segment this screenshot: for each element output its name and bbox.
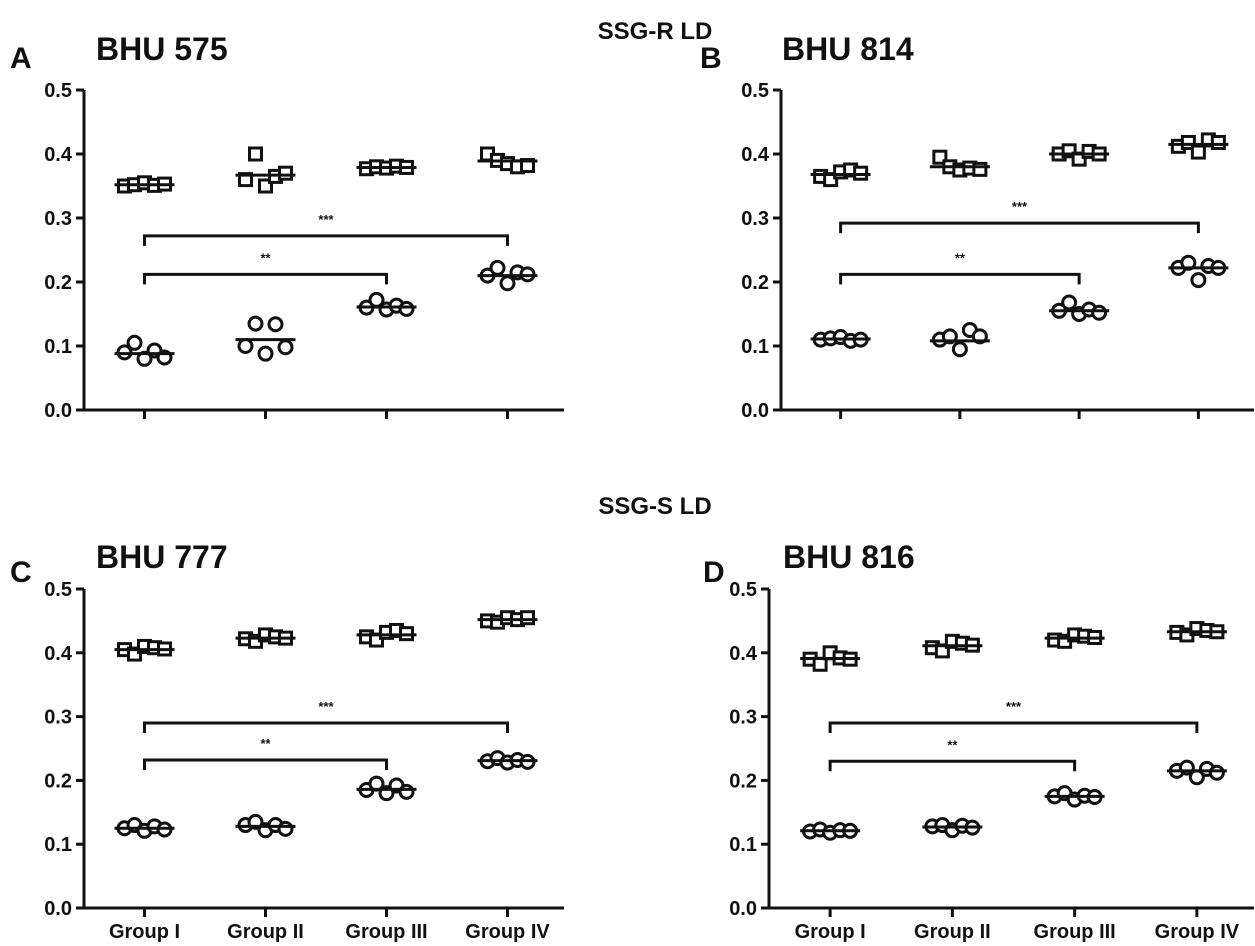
data-point-circle xyxy=(277,339,294,356)
data-point-circle xyxy=(247,315,264,332)
y-tick-label: 0.2 xyxy=(44,272,72,294)
significance-label: *** xyxy=(1012,199,1028,214)
significance-label: ** xyxy=(955,250,966,265)
data-point-square xyxy=(1210,134,1226,150)
data-point-circle xyxy=(398,300,415,317)
data-point-circle xyxy=(1091,304,1108,321)
data-point-square xyxy=(278,165,293,181)
y-tick-label: 0.2 xyxy=(741,272,769,294)
y-tick-label: 0.0 xyxy=(729,898,757,920)
y-tick-label: 0.0 xyxy=(44,898,72,920)
data-point-square xyxy=(972,161,988,177)
data-point-circle xyxy=(489,259,506,276)
x-category-label: Group III xyxy=(1034,921,1116,943)
data-point-circle xyxy=(257,345,274,362)
y-tick-label: 0.0 xyxy=(741,400,769,422)
x-category-label: Group IV xyxy=(465,921,550,943)
significance-bracket xyxy=(828,759,1077,772)
panel-letter: C xyxy=(10,556,32,589)
panel-letter: A xyxy=(10,42,32,75)
section-title-top: SSG-R LD xyxy=(598,18,713,45)
y-tick-label: 0.5 xyxy=(44,579,72,601)
data-point-circle xyxy=(1061,294,1078,311)
y-tick-label: 0.2 xyxy=(44,770,72,792)
significance-label: ** xyxy=(260,250,271,265)
y-tick-label: 0.4 xyxy=(44,643,73,665)
panel-title: BHU 777 xyxy=(96,539,228,575)
data-point-circle xyxy=(398,783,415,800)
y-tick-label: 0.3 xyxy=(44,707,72,729)
significance-bracket xyxy=(143,272,388,285)
x-category-label: Group III xyxy=(345,921,427,943)
data-point-circle xyxy=(126,334,143,351)
significance-bracket xyxy=(143,234,509,246)
data-point-circle xyxy=(267,316,284,333)
significance-bracket xyxy=(839,221,1200,234)
data-point-circle xyxy=(499,275,516,292)
data-point-circle xyxy=(237,338,254,354)
significance-bracket xyxy=(839,272,1081,285)
chart-panel-d: D BHU 816 0.0 0.1 0.2 0.3 0.4 0.5 Group I Group I… xyxy=(703,539,1254,943)
data-point-circle xyxy=(1190,272,1207,289)
panel-title: BHU 816 xyxy=(783,539,915,575)
y-tick-label: 0.1 xyxy=(44,834,72,856)
x-category-label: Group I xyxy=(795,921,866,943)
significance-bracket xyxy=(143,758,388,770)
x-category-label: Group II xyxy=(914,921,991,943)
data-point-circle xyxy=(1208,764,1225,781)
panel-letter: D xyxy=(703,556,725,589)
data-point-square xyxy=(520,610,535,626)
significance-label: *** xyxy=(1006,699,1022,714)
significance-bracket xyxy=(143,721,509,733)
x-category-label: Group IV xyxy=(1155,921,1240,943)
y-tick-label: 0.1 xyxy=(44,336,72,358)
significance-bracket xyxy=(828,721,1199,733)
panel-title: BHU 814 xyxy=(782,31,914,67)
y-tick-label: 0.2 xyxy=(729,770,757,792)
x-category-label: Group II xyxy=(227,921,304,943)
significance-label: ** xyxy=(947,737,958,752)
y-tick-label: 0.3 xyxy=(44,208,72,230)
y-tick-label: 0.3 xyxy=(741,208,769,230)
y-tick-label: 0.3 xyxy=(729,707,757,729)
y-tick-label: 0.0 xyxy=(44,400,72,422)
y-tick-label: 0.4 xyxy=(729,643,758,665)
significance-label: *** xyxy=(318,212,334,227)
y-tick-label: 0.5 xyxy=(741,80,769,102)
y-tick-label: 0.4 xyxy=(44,144,73,166)
panel-title: BHU 575 xyxy=(96,31,228,67)
y-tick-label: 0.1 xyxy=(729,834,757,856)
section-title-bottom: SSG-S LD xyxy=(598,493,711,520)
chart-panel-c: C BHU 777 0.0 0.1 0.2 0.3 0.4 0.5 Group I Group I… xyxy=(10,539,564,943)
data-point-square xyxy=(248,146,263,162)
y-tick-label: 0.1 xyxy=(741,336,769,358)
x-category-label: Group I xyxy=(109,921,180,943)
data-point-circle xyxy=(951,341,968,358)
significance-label: *** xyxy=(318,699,334,714)
y-tick-label: 0.5 xyxy=(44,80,72,102)
data-point-square xyxy=(1190,144,1206,160)
panel-letter: B xyxy=(700,42,722,75)
y-tick-label: 0.5 xyxy=(729,579,757,601)
data-point-circle xyxy=(277,820,294,837)
significance-label: ** xyxy=(260,736,271,751)
y-tick-label: 0.4 xyxy=(741,144,770,166)
